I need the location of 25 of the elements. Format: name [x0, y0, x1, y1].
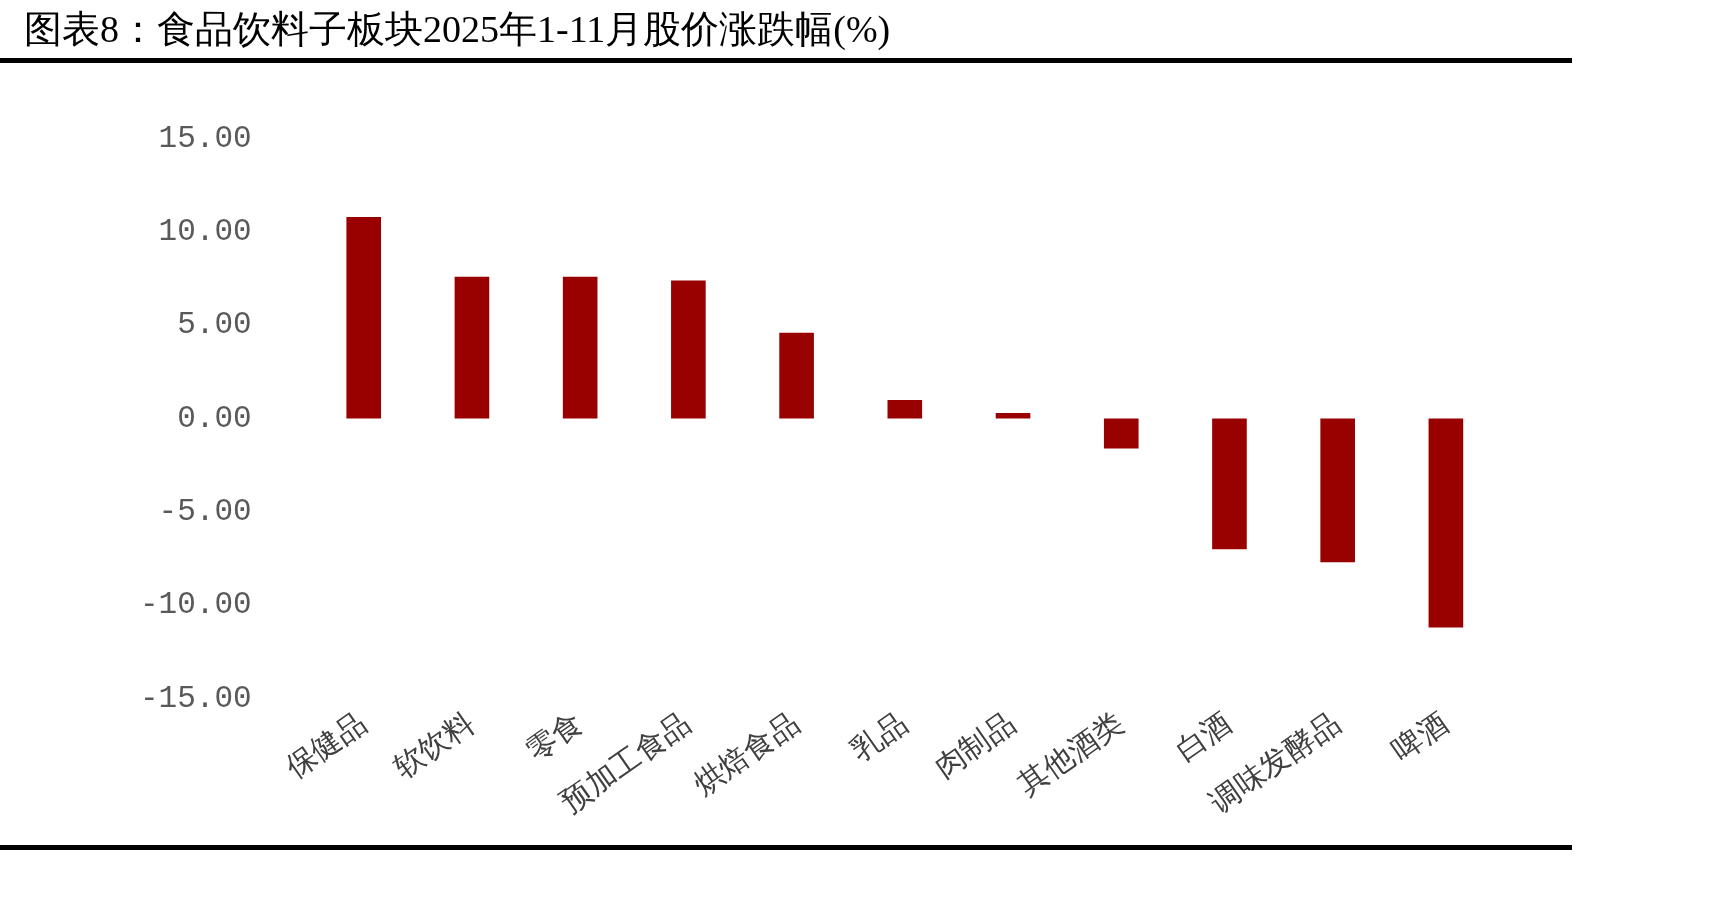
y-tick-label: -5.00 [158, 494, 252, 530]
bar [995, 412, 1031, 419]
chart-title: 图表8：食品饮料子板块2025年1-11月股价涨跌幅(%) [24, 7, 891, 52]
x-tick-label: 软饮料 [387, 705, 480, 785]
x-tick-label: 零食 [520, 705, 589, 767]
bar [1320, 418, 1355, 563]
bar [671, 280, 706, 419]
x-tick-label: 白酒 [1169, 705, 1238, 767]
x-tick-label: 乳品 [844, 705, 913, 767]
y-tick-label: 0.00 [177, 400, 252, 436]
y-tick-label: -15.00 [139, 680, 252, 716]
y-tick-label: 10.00 [158, 214, 252, 250]
bar [346, 216, 382, 419]
bar [454, 276, 490, 419]
bar [1103, 418, 1139, 449]
y-tick-label: 15.00 [158, 120, 252, 156]
y-tick-label: 5.00 [177, 307, 252, 343]
x-tick-label: 保健品 [279, 705, 372, 785]
bar [562, 276, 598, 419]
bar [779, 332, 814, 419]
bar [1428, 418, 1464, 628]
bar [1212, 418, 1247, 550]
x-tick-label: 啤酒 [1385, 705, 1454, 767]
bar [887, 399, 923, 419]
y-tick-label: -10.00 [139, 587, 252, 623]
